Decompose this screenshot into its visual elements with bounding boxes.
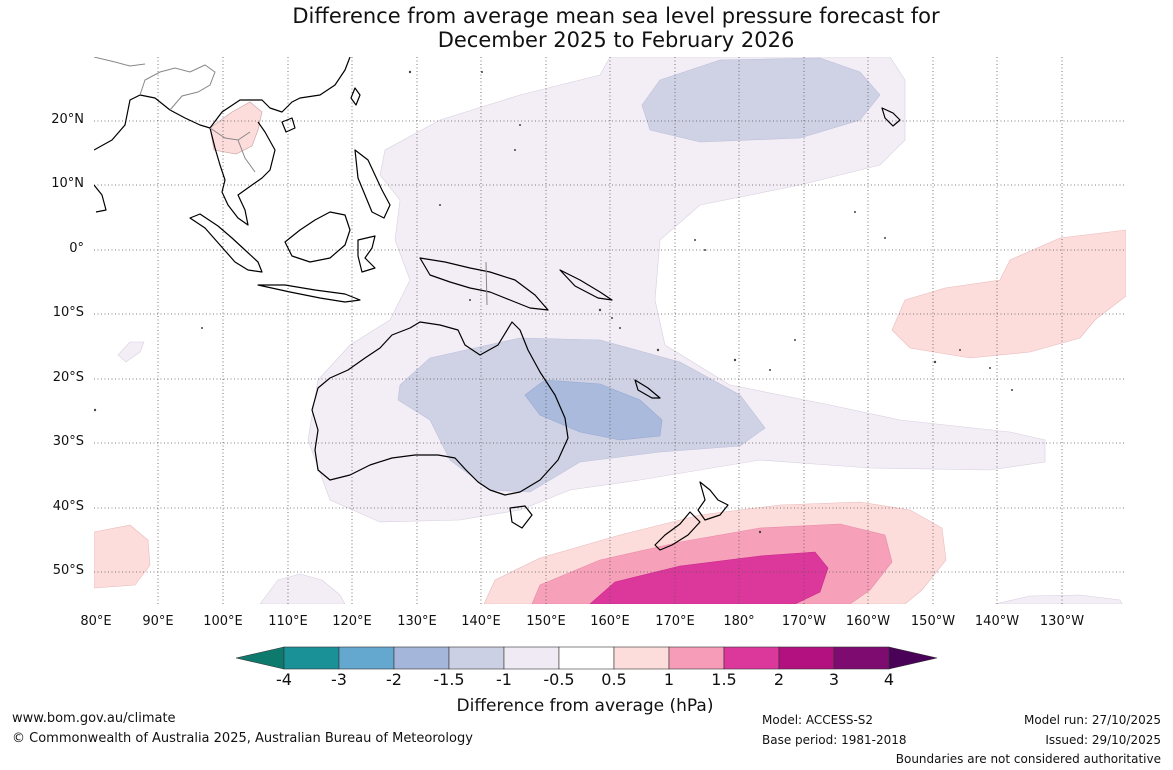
lat-label-20n: 20°N: [51, 112, 84, 127]
coastline-india-tip: [94, 184, 107, 213]
coastline-hainan: [281, 117, 296, 133]
colorbar-extend-high: [888, 646, 938, 670]
coastline-hawaii: [881, 107, 901, 127]
colorbar-extend-low: [235, 646, 285, 670]
lon-label-130e: 130°E: [397, 614, 437, 629]
lon-label-110e: 110°E: [268, 614, 308, 629]
colorbar-label: 1: [663, 670, 675, 689]
coastline-sulawesi: [357, 235, 376, 273]
coastline-new-guinea: [419, 257, 549, 311]
colorbar-label: 0.5: [601, 670, 627, 689]
colorbar-swatch: [558, 646, 615, 670]
lon-label-150w: 150°W: [910, 614, 956, 629]
lon-label-140w: 140°W: [974, 614, 1020, 629]
colorbar-swatch: [393, 646, 450, 670]
colorbar-label: -3: [331, 670, 347, 689]
coastline-new-zealand-north: [697, 481, 729, 521]
anomaly-region-southern-ocean-high-1-5: [589, 551, 829, 604]
colorbar: [235, 646, 938, 670]
anomaly-region-north-pacific-low: [641, 57, 881, 143]
lat-label-10n: 10°N: [51, 176, 84, 191]
footer-base-period: Base period: 1981-2018: [762, 733, 907, 747]
coastline-borneo: [284, 211, 351, 263]
footer-copyright: © Commonwealth of Australia 2025, Austra…: [12, 731, 473, 746]
country-borders: [94, 57, 488, 306]
footer-issued: Issued: 29/10/2025: [1045, 733, 1161, 747]
colorbar-swatch: [723, 646, 780, 670]
coastline-tasmania: [509, 505, 533, 529]
colorbar-label: -1.5: [433, 670, 465, 689]
lat-label-20s: 20°S: [52, 370, 84, 385]
coastline-indochina: [209, 121, 276, 226]
colorbar-label: -2: [386, 670, 402, 689]
map-area: [94, 57, 1126, 604]
lon-label-80e: 80°E: [80, 614, 112, 629]
lon-label-170w: 170°W: [781, 614, 827, 629]
coastlines: [94, 57, 901, 551]
colorbar-swatch: [613, 646, 670, 670]
lat-label-50s: 50°S: [52, 563, 84, 578]
lon-label-180: 180°: [723, 614, 755, 629]
footer-model-run: Model run: 27/10/2025: [1023, 713, 1161, 727]
coastline-asia-mainland: [94, 57, 351, 151]
colorbar-swatch: [448, 646, 505, 670]
lat-label-10s: 10°S: [52, 305, 84, 320]
chart-title: Difference from average mean sea level p…: [0, 4, 1173, 52]
lon-label-120e: 120°E: [332, 614, 372, 629]
anomaly-region-light-negative-south: [259, 573, 346, 604]
graticule: [94, 57, 1126, 604]
colorbar-label: -4: [276, 670, 292, 689]
lat-label-0: 0°: [69, 241, 84, 256]
lon-label-140e: 140°E: [461, 614, 501, 629]
colorbar-swatch: [833, 646, 890, 670]
coastline-java: [257, 284, 361, 303]
coastline-australia: [311, 321, 569, 496]
coastline-new-zealand-south: [654, 511, 701, 551]
footer-model: Model: ACCESS-S2: [762, 713, 874, 727]
anomaly-region-light-negative-southeast: [994, 594, 1123, 604]
lat-label-30s: 30°S: [52, 434, 84, 449]
colorbar-swatch: [503, 646, 560, 670]
lon-label-100e: 100°E: [203, 614, 243, 629]
colorbar-swatch: [668, 646, 725, 670]
anomaly-region-light-negative-west: [117, 341, 145, 363]
title-line-1: Difference from average mean sea level p…: [292, 4, 940, 28]
coastline-sumatra: [189, 213, 263, 273]
colorbar-label: 3: [828, 670, 840, 689]
colorbar-swatch: [283, 646, 340, 670]
colorbar-label: 1.5: [711, 670, 737, 689]
lon-label-170e: 170°E: [655, 614, 695, 629]
coastline-philippines: [354, 149, 391, 219]
lon-label-90e: 90°E: [142, 614, 174, 629]
coastline-solomons: [559, 269, 613, 301]
colorbar-title: Difference from average (hPa): [456, 696, 714, 716]
coastline-new-caledonia: [634, 379, 661, 399]
title-line-2: December 2025 to February 2026: [437, 28, 795, 52]
anomaly-region-coral-sea-low: [524, 379, 663, 441]
lon-label-150e: 150°E: [526, 614, 566, 629]
lon-label-160e: 160°E: [590, 614, 630, 629]
lat-label-40s: 40°S: [52, 499, 84, 514]
colorbar-label: -1: [496, 670, 512, 689]
colorbar-swatch: [338, 646, 395, 670]
colorbar-label: -0.5: [543, 670, 575, 689]
footer-disclaimer: Boundaries are not considered authoritat…: [895, 752, 1161, 766]
colorbar-swatch: [778, 646, 835, 670]
small-islands: [94, 70, 1013, 534]
lon-label-160w: 160°W: [845, 614, 891, 629]
colorbar-label: 2: [773, 670, 785, 689]
coastline-taiwan: [350, 87, 361, 106]
colorbar-label: 4: [883, 670, 895, 689]
footer-website[interactable]: www.bom.gov.au/climate: [12, 711, 176, 726]
anomaly-region-east-pacific-high: [891, 229, 1126, 359]
lon-label-130w: 130°W: [1039, 614, 1085, 629]
